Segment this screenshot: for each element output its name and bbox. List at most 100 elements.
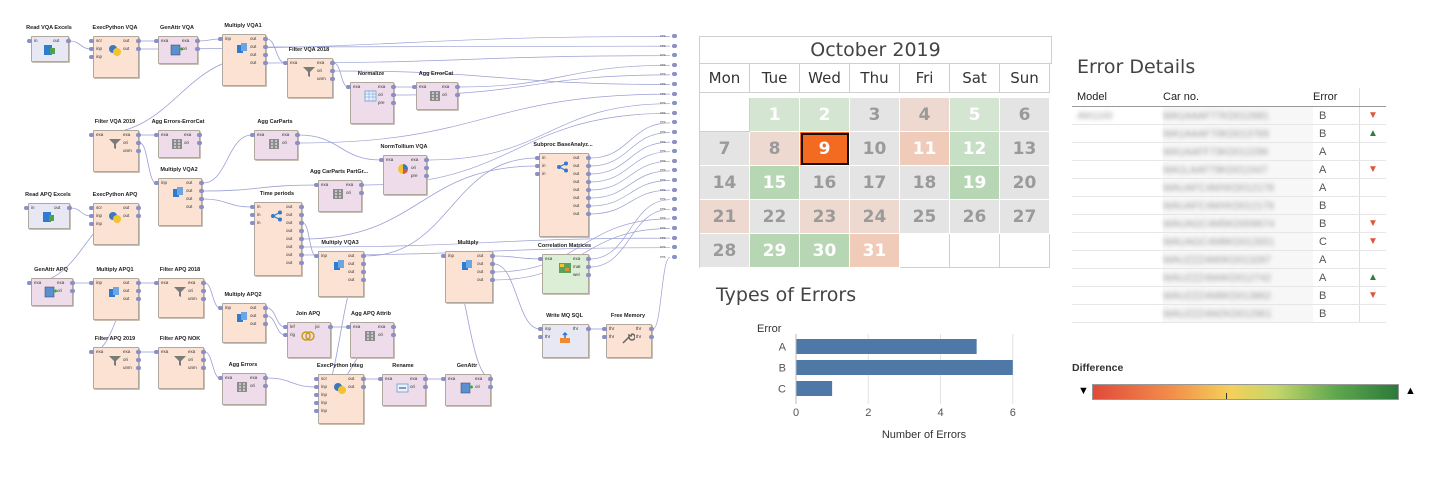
- operator-body[interactable]: [93, 347, 139, 389]
- result-port[interactable]: [672, 34, 677, 38]
- output-port[interactable]: [391, 85, 396, 89]
- result-port[interactable]: [672, 197, 677, 202]
- input-port[interactable]: [314, 183, 319, 187]
- output-port[interactable]: [263, 322, 268, 326]
- output-port[interactable]: [391, 325, 396, 329]
- output-port[interactable]: [201, 350, 206, 354]
- operator-body[interactable]: [542, 254, 589, 294]
- output-port[interactable]: [136, 297, 141, 301]
- output-port[interactable]: [391, 101, 396, 105]
- output-port[interactable]: [299, 245, 304, 249]
- table-row[interactable]: WAUZZZ4M8KD013862 B ▼: [1072, 286, 1386, 305]
- output-port[interactable]: [295, 141, 300, 145]
- output-port[interactable]: [488, 385, 493, 389]
- input-port[interactable]: [346, 85, 351, 89]
- operator-body[interactable]: [287, 58, 333, 98]
- output-port[interactable]: [199, 197, 204, 201]
- output-port[interactable]: [299, 221, 304, 225]
- input-port[interactable]: [89, 206, 94, 210]
- output-port[interactable]: [201, 281, 206, 285]
- calendar-day[interactable]: 17: [850, 166, 900, 200]
- calendar-day[interactable]: 14: [700, 166, 750, 200]
- input-port[interactable]: [218, 376, 223, 380]
- table-row[interactable]: 4M1100 WA1AAAF77KD012681 B ▼: [1072, 106, 1386, 125]
- output-port[interactable]: [136, 350, 141, 354]
- output-port[interactable]: [136, 149, 141, 153]
- input-port[interactable]: [89, 47, 94, 51]
- calendar-day[interactable]: 2: [800, 98, 850, 132]
- operator-body[interactable]: [93, 278, 139, 320]
- output-port[interactable]: [295, 133, 300, 137]
- output-port[interactable]: [263, 45, 268, 49]
- input-port[interactable]: [89, 133, 94, 137]
- output-port[interactable]: [586, 156, 591, 160]
- output-port[interactable]: [136, 214, 141, 218]
- input-port[interactable]: [314, 254, 319, 258]
- output-port[interactable]: [197, 133, 202, 137]
- input-port[interactable]: [538, 257, 543, 261]
- input-port[interactable]: [314, 377, 319, 381]
- input-port[interactable]: [314, 393, 319, 397]
- calendar-day[interactable]: 8: [750, 132, 800, 166]
- output-port[interactable]: [423, 385, 428, 389]
- output-port[interactable]: [361, 270, 366, 274]
- input-port[interactable]: [218, 37, 223, 41]
- output-port[interactable]: [263, 37, 268, 41]
- output-port[interactable]: [361, 254, 366, 258]
- operator-body[interactable]: [445, 251, 493, 303]
- output-port[interactable]: [586, 172, 591, 176]
- result-port[interactable]: [672, 110, 677, 115]
- operator-body[interactable]: [318, 251, 364, 297]
- output-port[interactable]: [586, 196, 591, 200]
- output-port[interactable]: [136, 358, 141, 362]
- input-port[interactable]: [250, 221, 255, 225]
- output-port[interactable]: [299, 205, 304, 209]
- table-row[interactable]: WA1AAFF73KD012296 A: [1072, 142, 1386, 161]
- operator-body[interactable]: [158, 178, 202, 226]
- output-port[interactable]: [299, 237, 304, 241]
- output-port[interactable]: [70, 289, 75, 293]
- operator-body[interactable]: [383, 155, 427, 195]
- process-canvas[interactable]: Read VQA Excels in out ExecPython VQA scr inp…: [0, 0, 690, 482]
- operator-body[interactable]: [606, 324, 652, 358]
- output-port[interactable]: [263, 61, 268, 65]
- input-port[interactable]: [154, 181, 159, 185]
- output-port[interactable]: [199, 189, 204, 193]
- input-port[interactable]: [412, 85, 417, 89]
- output-port[interactable]: [586, 327, 591, 331]
- output-port[interactable]: [136, 39, 141, 43]
- output-port[interactable]: [299, 213, 304, 217]
- calendar-day[interactable]: 26: [950, 200, 1000, 234]
- input-port[interactable]: [250, 133, 255, 137]
- calendar-day[interactable]: 20: [1000, 166, 1050, 200]
- calendar-day[interactable]: 3: [850, 98, 900, 132]
- output-port[interactable]: [136, 47, 141, 51]
- calendar-day[interactable]: 15: [750, 166, 800, 200]
- input-port[interactable]: [538, 335, 543, 339]
- calendar-day[interactable]: 7: [700, 132, 750, 166]
- output-port[interactable]: [330, 69, 335, 73]
- output-port[interactable]: [330, 61, 335, 65]
- input-port[interactable]: [283, 61, 288, 65]
- calendar-day[interactable]: 11: [900, 132, 950, 166]
- result-port[interactable]: [672, 130, 677, 134]
- table-row[interactable]: WA1LAAF79KD012447 A ▼: [1072, 160, 1386, 179]
- output-port[interactable]: [299, 253, 304, 257]
- output-port[interactable]: [424, 174, 429, 178]
- result-port[interactable]: [672, 53, 677, 58]
- output-port[interactable]: [201, 297, 206, 301]
- output-port[interactable]: [263, 306, 268, 310]
- calendar-day[interactable]: 28: [700, 234, 750, 268]
- input-port[interactable]: [602, 335, 607, 339]
- output-port[interactable]: [586, 273, 591, 277]
- operator-body[interactable]: [222, 34, 266, 86]
- operator-body[interactable]: [350, 82, 394, 124]
- output-port[interactable]: [199, 205, 204, 209]
- output-port[interactable]: [328, 325, 333, 329]
- operator-body[interactable]: [542, 324, 589, 358]
- output-port[interactable]: [263, 53, 268, 57]
- table-row[interactable]: WAUAFC4MXKD012179 B: [1072, 196, 1386, 215]
- output-port[interactable]: [263, 314, 268, 318]
- calendar-day[interactable]: 31: [850, 234, 900, 268]
- result-port[interactable]: [672, 62, 677, 67]
